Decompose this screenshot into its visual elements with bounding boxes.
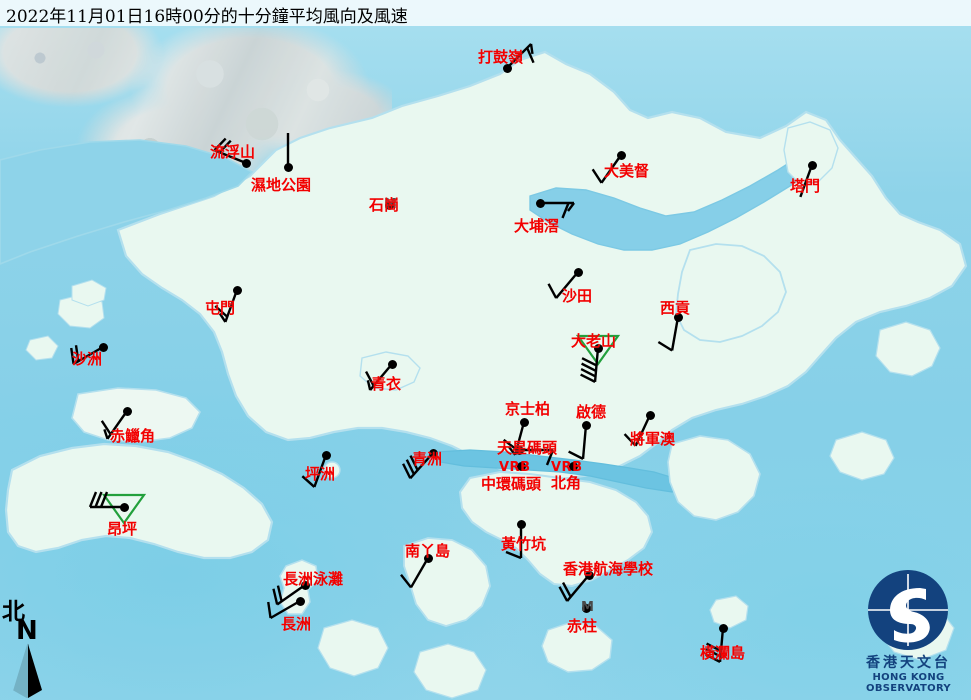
station-dot xyxy=(241,158,251,168)
station-label: 流浮山 xyxy=(210,143,256,161)
title-bar: 2022年11月01日16時00分的十分鐘平均風向及風速 xyxy=(0,0,971,27)
station-label: 黃竹坑 xyxy=(501,535,547,553)
station-dot xyxy=(122,406,132,416)
station-label: 石崗 xyxy=(369,196,400,214)
land-west-islet xyxy=(25,335,59,361)
station-dot xyxy=(581,420,591,430)
station-dot xyxy=(584,570,594,580)
station-dot xyxy=(516,519,526,529)
land-lantau-island xyxy=(4,442,274,560)
station-label: 大埔滘 xyxy=(514,217,560,235)
station-label: 西貢 xyxy=(660,299,691,317)
station-dot xyxy=(568,461,578,471)
station-label: 大老山 xyxy=(571,332,617,350)
station-dot xyxy=(593,343,603,353)
station-dot xyxy=(283,162,293,172)
station-dot xyxy=(321,450,331,460)
station-label: 天星碼頭 xyxy=(497,439,558,457)
land-small-island-c xyxy=(317,619,389,677)
page-title: 2022年11月01日16時00分的十分鐘平均風向及風速 xyxy=(6,7,408,27)
land-sha-chau xyxy=(71,279,107,307)
hko-name-en: HONG KONG OBSERVATORY xyxy=(866,672,951,694)
station-dot xyxy=(232,285,242,295)
landmass-layer xyxy=(0,50,968,699)
station-label: 北角 xyxy=(551,474,582,492)
station-label: 昂坪 xyxy=(107,520,138,538)
station-dot xyxy=(384,200,394,210)
land-small-island-b xyxy=(829,431,895,481)
variable-wind-code: VRB xyxy=(551,460,583,475)
land-clearwater-bay xyxy=(667,435,761,521)
land-waglan-island xyxy=(709,595,749,629)
station-label: 青衣 xyxy=(371,375,402,393)
station-dot xyxy=(581,603,591,613)
station-label: 中環碼頭 xyxy=(481,475,542,493)
land-po-toi-islands xyxy=(541,621,613,673)
station-label: 赤柱 xyxy=(567,617,598,635)
station-label: 沙田 xyxy=(562,287,593,305)
station-dot xyxy=(535,198,545,208)
hko-emblem-icon xyxy=(868,570,948,650)
station-dot xyxy=(428,448,438,458)
north-arrow-icon xyxy=(13,643,42,698)
station-label: 香港航海學校 xyxy=(563,560,654,578)
compass-rose: 北 N xyxy=(2,592,62,698)
station-dot xyxy=(645,410,655,420)
station-label: 坪洲 xyxy=(305,465,336,483)
station-label: 橫瀾島 xyxy=(700,644,746,662)
station-dot xyxy=(502,63,512,73)
station-label: 啟德 xyxy=(576,403,607,421)
missing-data-code: M xyxy=(581,600,594,615)
land-new-territories xyxy=(116,50,968,482)
station-dot xyxy=(423,553,433,563)
water-deep-bay xyxy=(0,139,254,265)
station-dot xyxy=(573,267,583,277)
station-dot xyxy=(119,502,129,512)
land-hong-kong-island xyxy=(458,470,654,588)
station-label: 濕地公園 xyxy=(251,176,312,194)
station-dot xyxy=(616,150,626,160)
station-label: 屯門 xyxy=(205,299,236,317)
station-dot xyxy=(300,580,310,590)
hko-name-cn: 香港天文台 xyxy=(866,655,951,671)
station-dot xyxy=(295,596,305,606)
station-label: 沙洲 xyxy=(72,350,103,368)
station-dot xyxy=(718,623,728,633)
station-label: 京士柏 xyxy=(505,400,551,418)
station-label: 南丫島 xyxy=(405,542,451,560)
station-dot xyxy=(387,359,397,369)
station-dot xyxy=(807,160,817,170)
hko-logo: 香港天文台 HONG KONG OBSERVATORY xyxy=(846,566,971,694)
compass-label-cn: 北 xyxy=(2,598,25,625)
variable-wind-code: VRB xyxy=(499,460,531,475)
station-label: 長洲泳灘 xyxy=(283,570,344,588)
land-small-island-a xyxy=(875,321,941,377)
station-label: 將軍澳 xyxy=(630,430,676,448)
land-sai-kung-peninsula xyxy=(675,243,787,343)
station-label: 長洲 xyxy=(281,615,312,633)
station-label: 赤鱲角 xyxy=(110,427,156,445)
station-dot xyxy=(516,461,526,471)
station-label: 塔門 xyxy=(790,177,821,195)
station-dot xyxy=(98,342,108,352)
compass-label-en: N xyxy=(16,616,38,646)
station-dot xyxy=(514,445,524,455)
land-tap-mun-island xyxy=(783,121,839,185)
station-label: 青洲 xyxy=(412,450,443,468)
land-small-island-d xyxy=(413,643,487,699)
station-dot xyxy=(673,312,683,322)
station-label: 大美督 xyxy=(604,162,650,180)
missing-data-code: M xyxy=(384,197,397,212)
station-label: 打鼓嶺 xyxy=(478,48,524,66)
station-dot xyxy=(519,417,529,427)
